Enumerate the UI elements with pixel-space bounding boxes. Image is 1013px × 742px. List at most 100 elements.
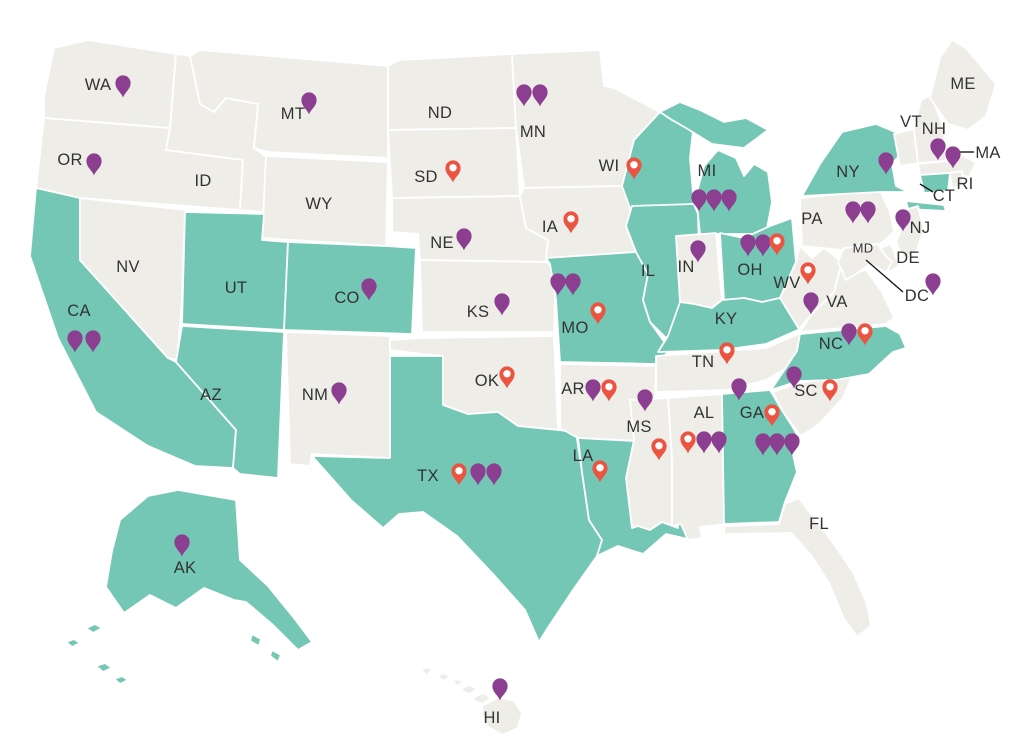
map-pin-purple-co[interactable] [361, 278, 377, 301]
map-pin-purple-oh[interactable] [740, 234, 756, 257]
map-pin-red-wi[interactable] [626, 157, 642, 180]
map-pin-purple-nm[interactable] [331, 382, 347, 405]
pin-hole [684, 435, 692, 443]
state-me[interactable] [929, 39, 997, 131]
map-pin-purple-ma[interactable] [945, 146, 961, 169]
map-pin-purple-pa[interactable] [860, 201, 876, 224]
map-pin-purple-mt[interactable] [301, 92, 317, 115]
map-pin-purple-ne[interactable] [456, 228, 472, 251]
map-pin-purple-hi[interactable] [492, 678, 508, 701]
state-label-dc: DC [905, 287, 929, 305]
map-pin-purple-nj[interactable] [895, 209, 911, 232]
state-hi[interactable] [481, 696, 523, 736]
state-fl[interactable] [723, 497, 872, 638]
purple-pin-icon [731, 378, 747, 401]
map-pin-purple-ga[interactable] [731, 378, 747, 401]
map-pin-purple-al[interactable] [711, 431, 727, 454]
map-pin-red-oh[interactable] [769, 233, 785, 256]
state-mt[interactable] [189, 49, 389, 159]
map-pin-red-nc[interactable] [857, 323, 873, 346]
map-pin-red-mo[interactable] [590, 302, 606, 325]
state-ak[interactable] [85, 623, 103, 634]
map-pin-purple-ak[interactable] [174, 534, 190, 557]
map-pin-red-wv[interactable] [800, 262, 816, 285]
state-ks[interactable] [419, 259, 557, 333]
map-pin-purple-oh[interactable] [755, 234, 771, 257]
map-pin-purple-ar[interactable] [585, 379, 601, 402]
map-pin-purple-tx[interactable] [486, 463, 502, 486]
map-pin-purple-ga[interactable] [755, 433, 771, 456]
state-md[interactable] [837, 243, 893, 281]
state-hi[interactable] [420, 666, 434, 676]
state-label-ms: MS [626, 418, 651, 436]
map-pin-purple-mi[interactable] [691, 189, 707, 212]
state-co[interactable] [283, 241, 417, 335]
map-pin-purple-ga[interactable] [769, 433, 785, 456]
map-pin-purple-mn[interactable] [516, 84, 532, 107]
map-pin-red-ms[interactable] [651, 438, 667, 461]
pin-hole [804, 266, 812, 274]
state-hi[interactable] [451, 678, 464, 687]
state-ak[interactable] [105, 489, 313, 651]
map-pin-purple-mo[interactable] [565, 273, 581, 296]
state-label-mt: MT [281, 105, 305, 123]
map-pin-purple-ca[interactable] [85, 330, 101, 353]
map-pin-purple-al[interactable] [696, 431, 712, 454]
state-label-tn: TN [692, 353, 715, 371]
state-label-wv: WV [773, 274, 800, 292]
state-label-wy: WY [305, 195, 332, 213]
state-label-wi: WI [599, 157, 620, 175]
map-pin-red-tx[interactable] [451, 463, 467, 486]
map-pin-purple-ny[interactable] [878, 152, 894, 175]
state-hi[interactable] [436, 672, 451, 682]
map-pin-red-al[interactable] [680, 431, 696, 454]
state-tx[interactable] [311, 355, 603, 643]
state-az[interactable] [175, 325, 285, 479]
purple-pin-icon [706, 189, 722, 212]
map-pin-red-ar[interactable] [601, 379, 617, 402]
state-ak[interactable] [113, 675, 129, 685]
map-pin-purple-mi[interactable] [721, 189, 737, 212]
state-mi[interactable] [659, 101, 769, 149]
map-pin-red-sc[interactable] [822, 379, 838, 402]
map-pin-purple-or[interactable] [86, 153, 102, 176]
state-label-me: ME [950, 75, 975, 93]
map-pin-purple-ga[interactable] [784, 433, 800, 456]
map-pin-purple-nc[interactable] [841, 323, 857, 346]
map-pin-purple-mi[interactable] [706, 189, 722, 212]
state-wv[interactable] [779, 245, 843, 330]
state-nc[interactable] [770, 325, 907, 391]
purple-pin-icon [740, 234, 756, 257]
map-pin-purple-sc[interactable] [786, 366, 802, 389]
map-pin-purple-mo[interactable] [550, 273, 566, 296]
map-pin-red-ga[interactable] [764, 404, 780, 427]
map-pin-purple-va[interactable] [803, 292, 819, 315]
map-pin-purple-dc[interactable] [925, 273, 941, 296]
map-pin-red-la[interactable] [592, 460, 608, 483]
map-pin-purple-wa[interactable] [115, 75, 131, 98]
state-hi[interactable] [473, 692, 492, 705]
map-pin-purple-mn[interactable] [532, 84, 548, 107]
state-label-mi: MI [698, 162, 717, 180]
purple-pin-icon [361, 278, 377, 301]
state-ak[interactable] [95, 662, 113, 673]
map-pin-purple-ca[interactable] [67, 330, 83, 353]
map-pin-purple-pa[interactable] [845, 201, 861, 224]
purple-pin-icon [456, 228, 472, 251]
state-ak[interactable] [249, 633, 262, 647]
map-pin-red-sd[interactable] [445, 160, 461, 183]
map-pin-red-ok[interactable] [499, 366, 515, 389]
map-pin-purple-nh[interactable] [930, 138, 946, 161]
state-ak[interactable] [269, 649, 282, 663]
state-hi[interactable] [461, 684, 478, 695]
map-pin-red-tn[interactable] [719, 342, 735, 365]
purple-pin-icon [174, 534, 190, 557]
map-pin-purple-ms[interactable] [637, 389, 653, 412]
state-ak[interactable] [65, 638, 81, 648]
map-pin-red-ia[interactable] [563, 211, 579, 234]
map-pin-purple-in[interactable] [690, 240, 706, 263]
state-ri[interactable] [949, 170, 965, 189]
map-pin-purple-ks[interactable] [494, 293, 510, 316]
state-label-nc: NC [819, 335, 843, 353]
map-pin-purple-tx[interactable] [470, 463, 486, 486]
